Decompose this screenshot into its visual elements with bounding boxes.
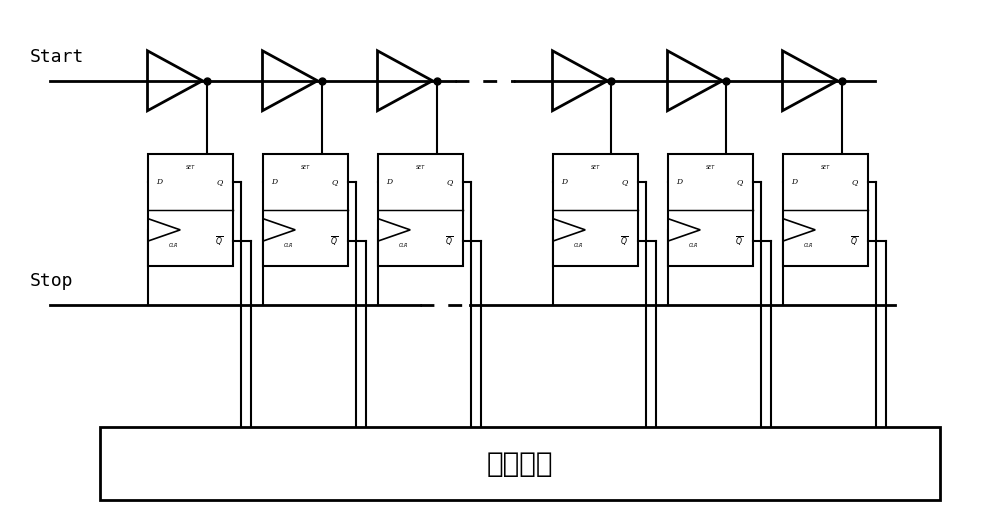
Text: Stop: Stop (30, 272, 74, 290)
Text: Start: Start (30, 48, 84, 66)
Text: CLR: CLR (689, 243, 698, 248)
Text: CLR: CLR (169, 243, 178, 248)
Text: $\overline{Q}$: $\overline{Q}$ (735, 234, 743, 247)
Bar (378, 154, 463, 266)
Text: SET: SET (591, 165, 600, 170)
Bar (783, 154, 868, 266)
Bar (148, 154, 233, 266)
Text: SET: SET (821, 165, 830, 170)
Text: Q: Q (447, 178, 453, 185)
Text: Q: Q (332, 178, 338, 185)
Bar (100, 427, 940, 500)
Text: D: D (676, 178, 683, 185)
Text: D: D (562, 178, 568, 185)
Text: $\overline{Q}$: $\overline{Q}$ (330, 234, 338, 247)
Bar (668, 154, 753, 266)
Text: Q: Q (217, 178, 223, 185)
Text: $\overline{Q}$: $\overline{Q}$ (445, 234, 453, 247)
Text: CLR: CLR (284, 243, 293, 248)
Text: Q: Q (852, 178, 858, 185)
Bar (553, 154, 638, 266)
Text: $\overline{Q}$: $\overline{Q}$ (850, 234, 858, 247)
Text: CLR: CLR (574, 243, 583, 248)
Text: CLR: CLR (399, 243, 408, 248)
Text: 编码电路: 编码电路 (487, 450, 553, 478)
Text: SET: SET (416, 165, 425, 170)
Text: D: D (792, 178, 798, 185)
Text: D: D (272, 178, 278, 185)
Text: CLR: CLR (804, 243, 813, 248)
Text: Q: Q (622, 178, 628, 185)
Text: Q: Q (737, 178, 743, 185)
Text: D: D (156, 178, 163, 185)
Text: SET: SET (301, 165, 310, 170)
Bar (263, 154, 348, 266)
Text: $\overline{Q}$: $\overline{Q}$ (620, 234, 628, 247)
Text: SET: SET (706, 165, 715, 170)
Text: $\overline{Q}$: $\overline{Q}$ (215, 234, 223, 247)
Text: D: D (386, 178, 393, 185)
Text: SET: SET (186, 165, 195, 170)
